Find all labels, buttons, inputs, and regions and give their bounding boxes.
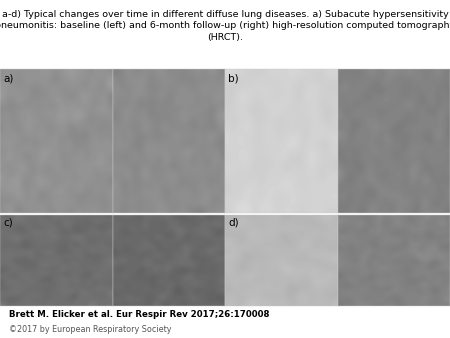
Text: d): d): [228, 217, 239, 227]
Text: c): c): [4, 217, 13, 227]
Text: a-d) Typical changes over time in different diffuse lung diseases. a) Subacute h: a-d) Typical changes over time in differ…: [0, 10, 450, 42]
Text: Brett M. Elicker et al. Eur Respir Rev 2017;26:170008: Brett M. Elicker et al. Eur Respir Rev 2…: [9, 310, 270, 319]
Text: b): b): [228, 74, 239, 83]
Text: a): a): [4, 74, 14, 83]
Text: ©2017 by European Respiratory Society: ©2017 by European Respiratory Society: [9, 325, 171, 334]
